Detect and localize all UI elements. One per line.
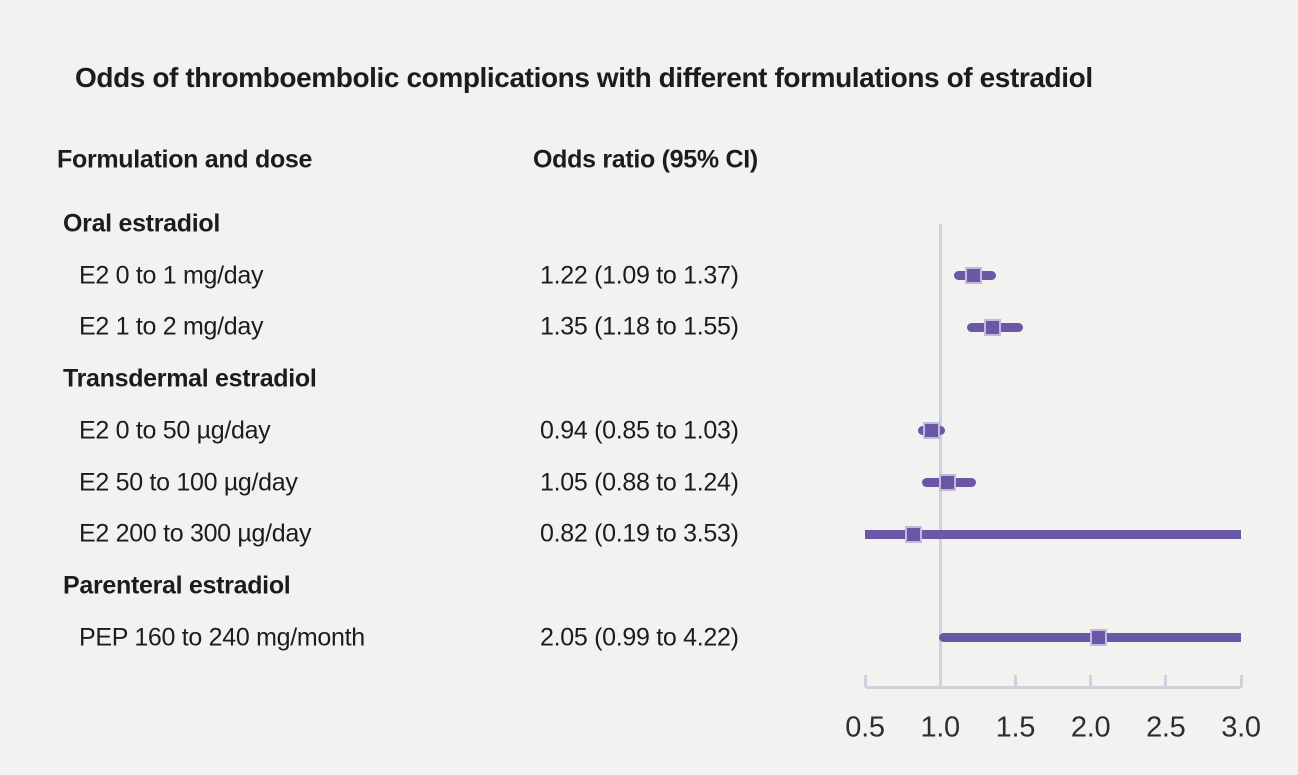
row-label: E2 200 to 300 µg/day xyxy=(79,519,312,548)
row-label: E2 1 to 2 mg/day xyxy=(79,312,264,341)
row-label: PEP 160 to 240 mg/month xyxy=(79,623,365,652)
row-label: E2 50 to 100 µg/day xyxy=(79,468,298,496)
axis-tick xyxy=(1089,675,1093,686)
point-estimate-marker xyxy=(922,422,940,440)
point-estimate-marker xyxy=(984,318,1002,336)
point-estimate-marker xyxy=(904,525,922,543)
odds-ratio-value: 1.22 (1.09 to 1.37) xyxy=(540,261,739,290)
group-label: Parenteral estradiol xyxy=(63,571,291,600)
odds-ratio-value: 1.05 (0.88 to 1.24) xyxy=(540,468,739,496)
row-label: E2 0 to 50 µg/day xyxy=(79,416,271,445)
point-estimate-marker xyxy=(964,267,982,285)
odds-ratio-value: 1.35 (1.18 to 1.55) xyxy=(540,312,739,341)
axis-tick xyxy=(1013,675,1017,686)
reference-line xyxy=(938,224,942,688)
axis-tick-label: 1.0 xyxy=(920,711,960,744)
chart-title: Odds of thromboembolic complications wit… xyxy=(75,62,1093,93)
point-estimate-marker xyxy=(1089,629,1107,647)
axis-tick-label: 3.0 xyxy=(1221,711,1261,744)
axis-tick-label: 1.5 xyxy=(995,711,1036,744)
axis-tick-label: 0.5 xyxy=(845,711,885,744)
odds-ratio-value: 0.82 (0.19 to 3.53) xyxy=(540,519,739,548)
x-axis xyxy=(863,675,1243,689)
odds-ratio-value: 0.94 (0.85 to 1.03) xyxy=(540,416,739,445)
ci-line xyxy=(865,529,1241,539)
group-label: Transdermal estradiol xyxy=(63,364,317,393)
column-header-formulation: Formulation and dose xyxy=(57,145,313,174)
axis-tick-label: 2.5 xyxy=(1146,711,1186,744)
odds-ratio-value: 2.05 (0.99 to 4.22) xyxy=(540,623,739,652)
axis-tick xyxy=(1164,675,1168,686)
axis-tick-label: 2.0 xyxy=(1070,711,1111,744)
row-label: E2 0 to 1 mg/day xyxy=(79,261,264,290)
point-estimate-marker xyxy=(939,474,957,491)
group-label: Oral estradiol xyxy=(63,209,220,238)
column-header-odds-ratio: Odds ratio (95% CI) xyxy=(533,145,758,174)
